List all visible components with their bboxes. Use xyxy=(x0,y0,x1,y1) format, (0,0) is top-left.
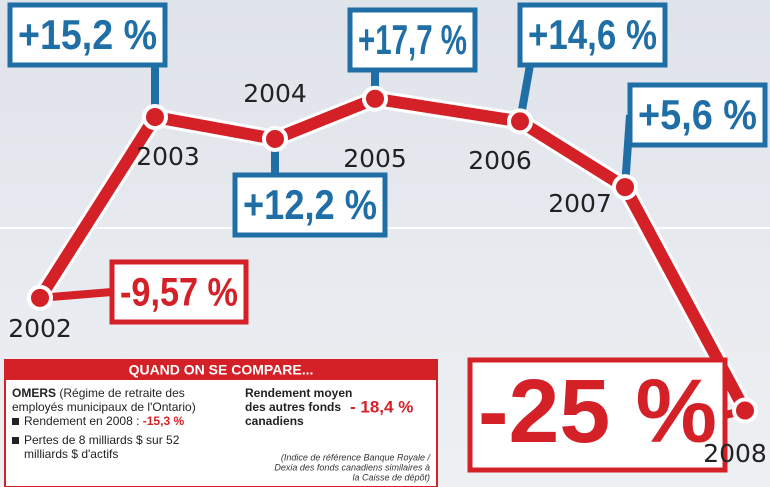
value-label: +14,6 % xyxy=(528,11,657,58)
year-label: 2004 xyxy=(243,79,307,108)
others-value: - 18,4 % xyxy=(350,397,413,416)
bullet xyxy=(12,418,19,425)
label-box xyxy=(517,2,668,68)
label-box xyxy=(7,2,168,68)
year-label: 2008 xyxy=(703,439,767,468)
omers-name: OMERS xyxy=(12,386,56,400)
year-label: 2005 xyxy=(343,144,407,173)
year-label: 2002 xyxy=(8,314,72,343)
inset-header xyxy=(5,360,437,380)
inset-text: OMERS (Régime de retraite des xyxy=(12,386,185,400)
value-label: +15,2 % xyxy=(18,11,157,58)
inset-box xyxy=(4,359,438,487)
value-label: +5,6 % xyxy=(638,91,757,138)
bullet xyxy=(12,437,19,444)
value-label: -25 % xyxy=(478,362,717,462)
point xyxy=(27,284,53,311)
year-label: 2007 xyxy=(548,189,612,218)
bullet-value: -15,3 % xyxy=(143,414,185,428)
bullet-text: Rendement en 2008 : xyxy=(24,414,139,428)
bullet-text: milliards $ d'actifs xyxy=(24,447,118,461)
others-text: des autres fonds xyxy=(245,400,341,414)
label-box xyxy=(467,357,728,473)
omers-desc: (Régime de retraite des xyxy=(59,386,184,400)
omers-desc: employés municipaux de l'Ontario) xyxy=(12,400,196,414)
label-box xyxy=(109,259,249,325)
inset-text: Rendement en 2008 : -15,3 % xyxy=(24,414,184,428)
inset: QUAND ON SE COMPARE... OMERS (Régime de … xyxy=(4,359,438,487)
point xyxy=(732,397,758,424)
inset-title: QUAND ON SE COMPARE... xyxy=(129,362,314,378)
year-label: 2003 xyxy=(136,142,200,171)
source: Dexia des fonds canadiens similaires à xyxy=(274,462,430,472)
label-box xyxy=(347,7,478,73)
point xyxy=(362,85,388,112)
label-box xyxy=(627,82,768,148)
source: la Caisse de dépôt) xyxy=(352,472,430,482)
label-box xyxy=(232,172,388,238)
others-text: Rendement moyen xyxy=(245,386,352,400)
point xyxy=(262,125,288,152)
bullet-text: Pertes de 8 milliards $ sur 52 xyxy=(24,433,180,447)
value-label: +17,7 % xyxy=(358,16,467,63)
source: (Indice de référence Banque Royale / xyxy=(281,452,432,462)
point xyxy=(142,104,168,131)
year-label: 2006 xyxy=(468,146,532,175)
others-text: canadiens xyxy=(245,414,304,428)
point xyxy=(507,108,533,135)
value-label: -9,57 % xyxy=(120,271,238,315)
point xyxy=(612,174,638,201)
value-label: +12,2 % xyxy=(243,181,377,228)
